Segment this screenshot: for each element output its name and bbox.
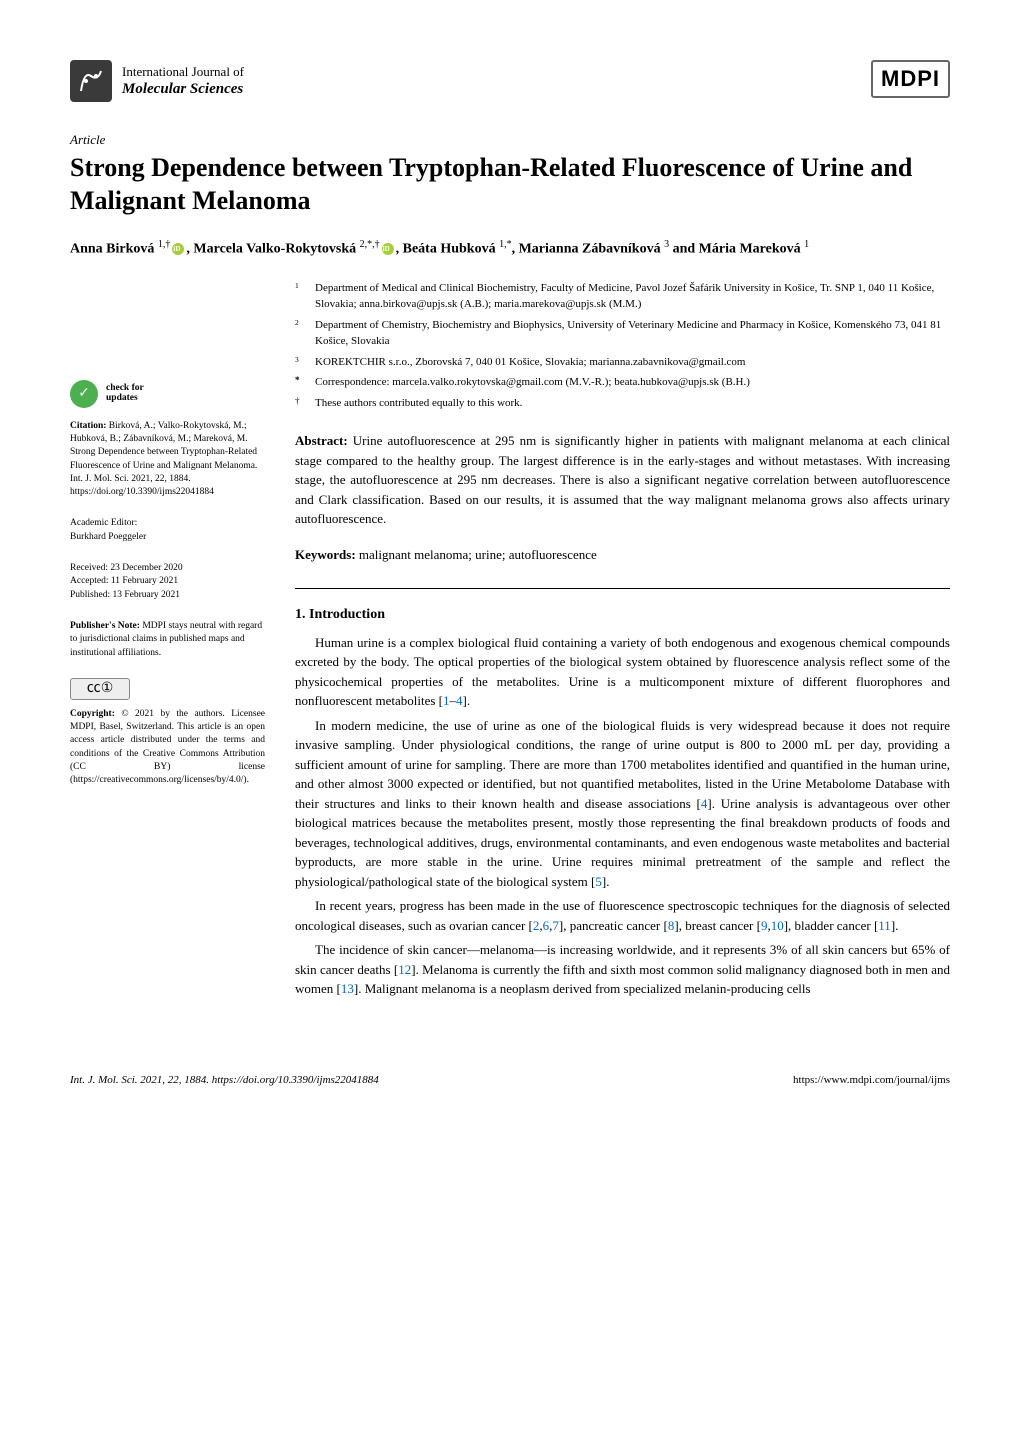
journal-logo-block: International Journal of Molecular Scien… — [70, 60, 244, 102]
mdpi-logo: MDPI — [871, 60, 950, 98]
ref-link[interactable]: 4 — [701, 796, 708, 811]
journal-name-line2: Molecular Sciences — [122, 80, 244, 98]
copyright-text: © 2021 by the authors. Licensee MDPI, Ba… — [70, 709, 265, 785]
keywords-label: Keywords: — [295, 547, 356, 562]
affiliation-number: 2 — [295, 317, 315, 350]
affiliation-text: Department of Medical and Clinical Bioch… — [315, 280, 950, 313]
by-icon: ① — [101, 679, 114, 699]
check-icon: ✓ — [70, 380, 98, 408]
editor-label: Academic Editor: — [70, 517, 265, 530]
equal-contrib-text: These authors contributed equally to thi… — [315, 395, 522, 412]
body-paragraph: The incidence of skin cancer—melanoma—is… — [295, 940, 950, 999]
journal-name: International Journal of Molecular Scien… — [122, 64, 244, 98]
copyright-label: Copyright: — [70, 709, 115, 719]
publisher-note-label: Publisher's Note: — [70, 621, 140, 631]
ref-link[interactable]: 6 — [543, 918, 550, 933]
editor-block: Academic Editor: Burkhard Poeggeler — [70, 517, 265, 544]
cc-by-logo: ㏄ ① — [70, 678, 130, 700]
main-content: ✓ check forupdates Citation: Birková, A.… — [70, 280, 950, 1004]
abstract: Abstract: Urine autofluorescence at 295 … — [295, 431, 950, 529]
check-updates-text: check forupdates — [106, 384, 144, 403]
ref-link[interactable]: 12 — [398, 962, 411, 977]
affiliation-item: † These authors contributed equally to t… — [295, 395, 950, 412]
published-date: Published: 13 February 2021 — [70, 589, 265, 602]
ref-link[interactable]: 8 — [668, 918, 675, 933]
accepted-date: Accepted: 11 February 2021 — [70, 575, 265, 588]
correspondence-text: Correspondence: marcela.valko.rokytovska… — [315, 374, 750, 391]
affiliation-number: 1 — [295, 280, 315, 313]
affiliation-text: KOREKTCHIR s.r.o., Zborovská 7, 040 01 K… — [315, 354, 746, 371]
affiliation-item: 2 Department of Chemistry, Biochemistry … — [295, 317, 950, 350]
editor-name: Burkhard Poeggeler — [70, 531, 265, 544]
ref-link[interactable]: 4 — [456, 693, 463, 708]
publisher-note: Publisher's Note: MDPI stays neutral wit… — [70, 620, 265, 660]
journal-name-line1: International Journal of — [122, 64, 244, 80]
ref-link[interactable]: 10 — [771, 918, 784, 933]
authors-line: Anna Birková 1,†, Marcela Valko-Rokytovs… — [70, 237, 950, 260]
ref-link[interactable]: 1 — [443, 693, 450, 708]
body-paragraph: In modern medicine, the use of urine as … — [295, 716, 950, 892]
ref-link[interactable]: 13 — [341, 981, 354, 996]
equal-contrib-marker: † — [295, 395, 315, 412]
section-heading: 1. Introduction — [295, 607, 950, 623]
affiliation-item: 1 Department of Medical and Clinical Bio… — [295, 280, 950, 313]
check-updates-block[interactable]: ✓ check forupdates — [70, 380, 265, 408]
article-type-label: Article — [70, 132, 950, 148]
article-title: Strong Dependence between Tryptophan-Rel… — [70, 152, 950, 217]
ref-link[interactable]: 11 — [878, 918, 891, 933]
affiliations: 1 Department of Medical and Clinical Bio… — [295, 280, 950, 412]
copyright-block: Copyright: © 2021 by the authors. Licens… — [70, 708, 265, 788]
affiliation-number: 3 — [295, 354, 315, 371]
body-paragraph: In recent years, progress has been made … — [295, 896, 950, 935]
page-footer: Int. J. Mol. Sci. 2021, 22, 1884. https:… — [70, 1054, 950, 1086]
orcid-icon — [172, 243, 184, 255]
abstract-label: Abstract: — [295, 433, 348, 448]
orcid-icon — [382, 243, 394, 255]
section-divider — [295, 588, 950, 589]
affiliation-item: * Correspondence: marcela.valko.rokytovs… — [295, 374, 950, 391]
keywords: Keywords: malignant melanoma; urine; aut… — [295, 547, 950, 563]
affiliation-text: Department of Chemistry, Biochemistry an… — [315, 317, 950, 350]
page-header: International Journal of Molecular Scien… — [70, 60, 950, 102]
citation-block: Citation: Birková, A.; Valko-Rokytovská,… — [70, 420, 265, 500]
correspondence-marker: * — [295, 374, 315, 391]
ref-link[interactable]: 2 — [533, 918, 540, 933]
citation-label: Citation: — [70, 421, 106, 431]
body-paragraph: Human urine is a complex biological flui… — [295, 633, 950, 711]
sidebar: ✓ check forupdates Citation: Birková, A.… — [70, 280, 265, 1004]
keywords-text: malignant melanoma; urine; autofluoresce… — [359, 547, 597, 562]
journal-logo-icon — [70, 60, 112, 102]
received-date: Received: 23 December 2020 — [70, 562, 265, 575]
dates-block: Received: 23 December 2020 Accepted: 11 … — [70, 562, 265, 602]
footer-left: Int. J. Mol. Sci. 2021, 22, 1884. https:… — [70, 1074, 379, 1086]
citation-text: Birková, A.; Valko-Rokytovská, M.; Hubko… — [70, 421, 257, 497]
affiliation-item: 3 KOREKTCHIR s.r.o., Zborovská 7, 040 01… — [295, 354, 950, 371]
ref-link[interactable]: 7 — [552, 918, 559, 933]
article-body: 1 Department of Medical and Clinical Bio… — [295, 280, 950, 1004]
ref-link[interactable]: 9 — [761, 918, 768, 933]
cc-icon: ㏄ — [87, 679, 101, 699]
ref-link[interactable]: 5 — [595, 874, 602, 889]
footer-right: https://www.mdpi.com/journal/ijms — [793, 1074, 950, 1086]
abstract-text: Urine autofluorescence at 295 nm is sign… — [295, 433, 950, 526]
